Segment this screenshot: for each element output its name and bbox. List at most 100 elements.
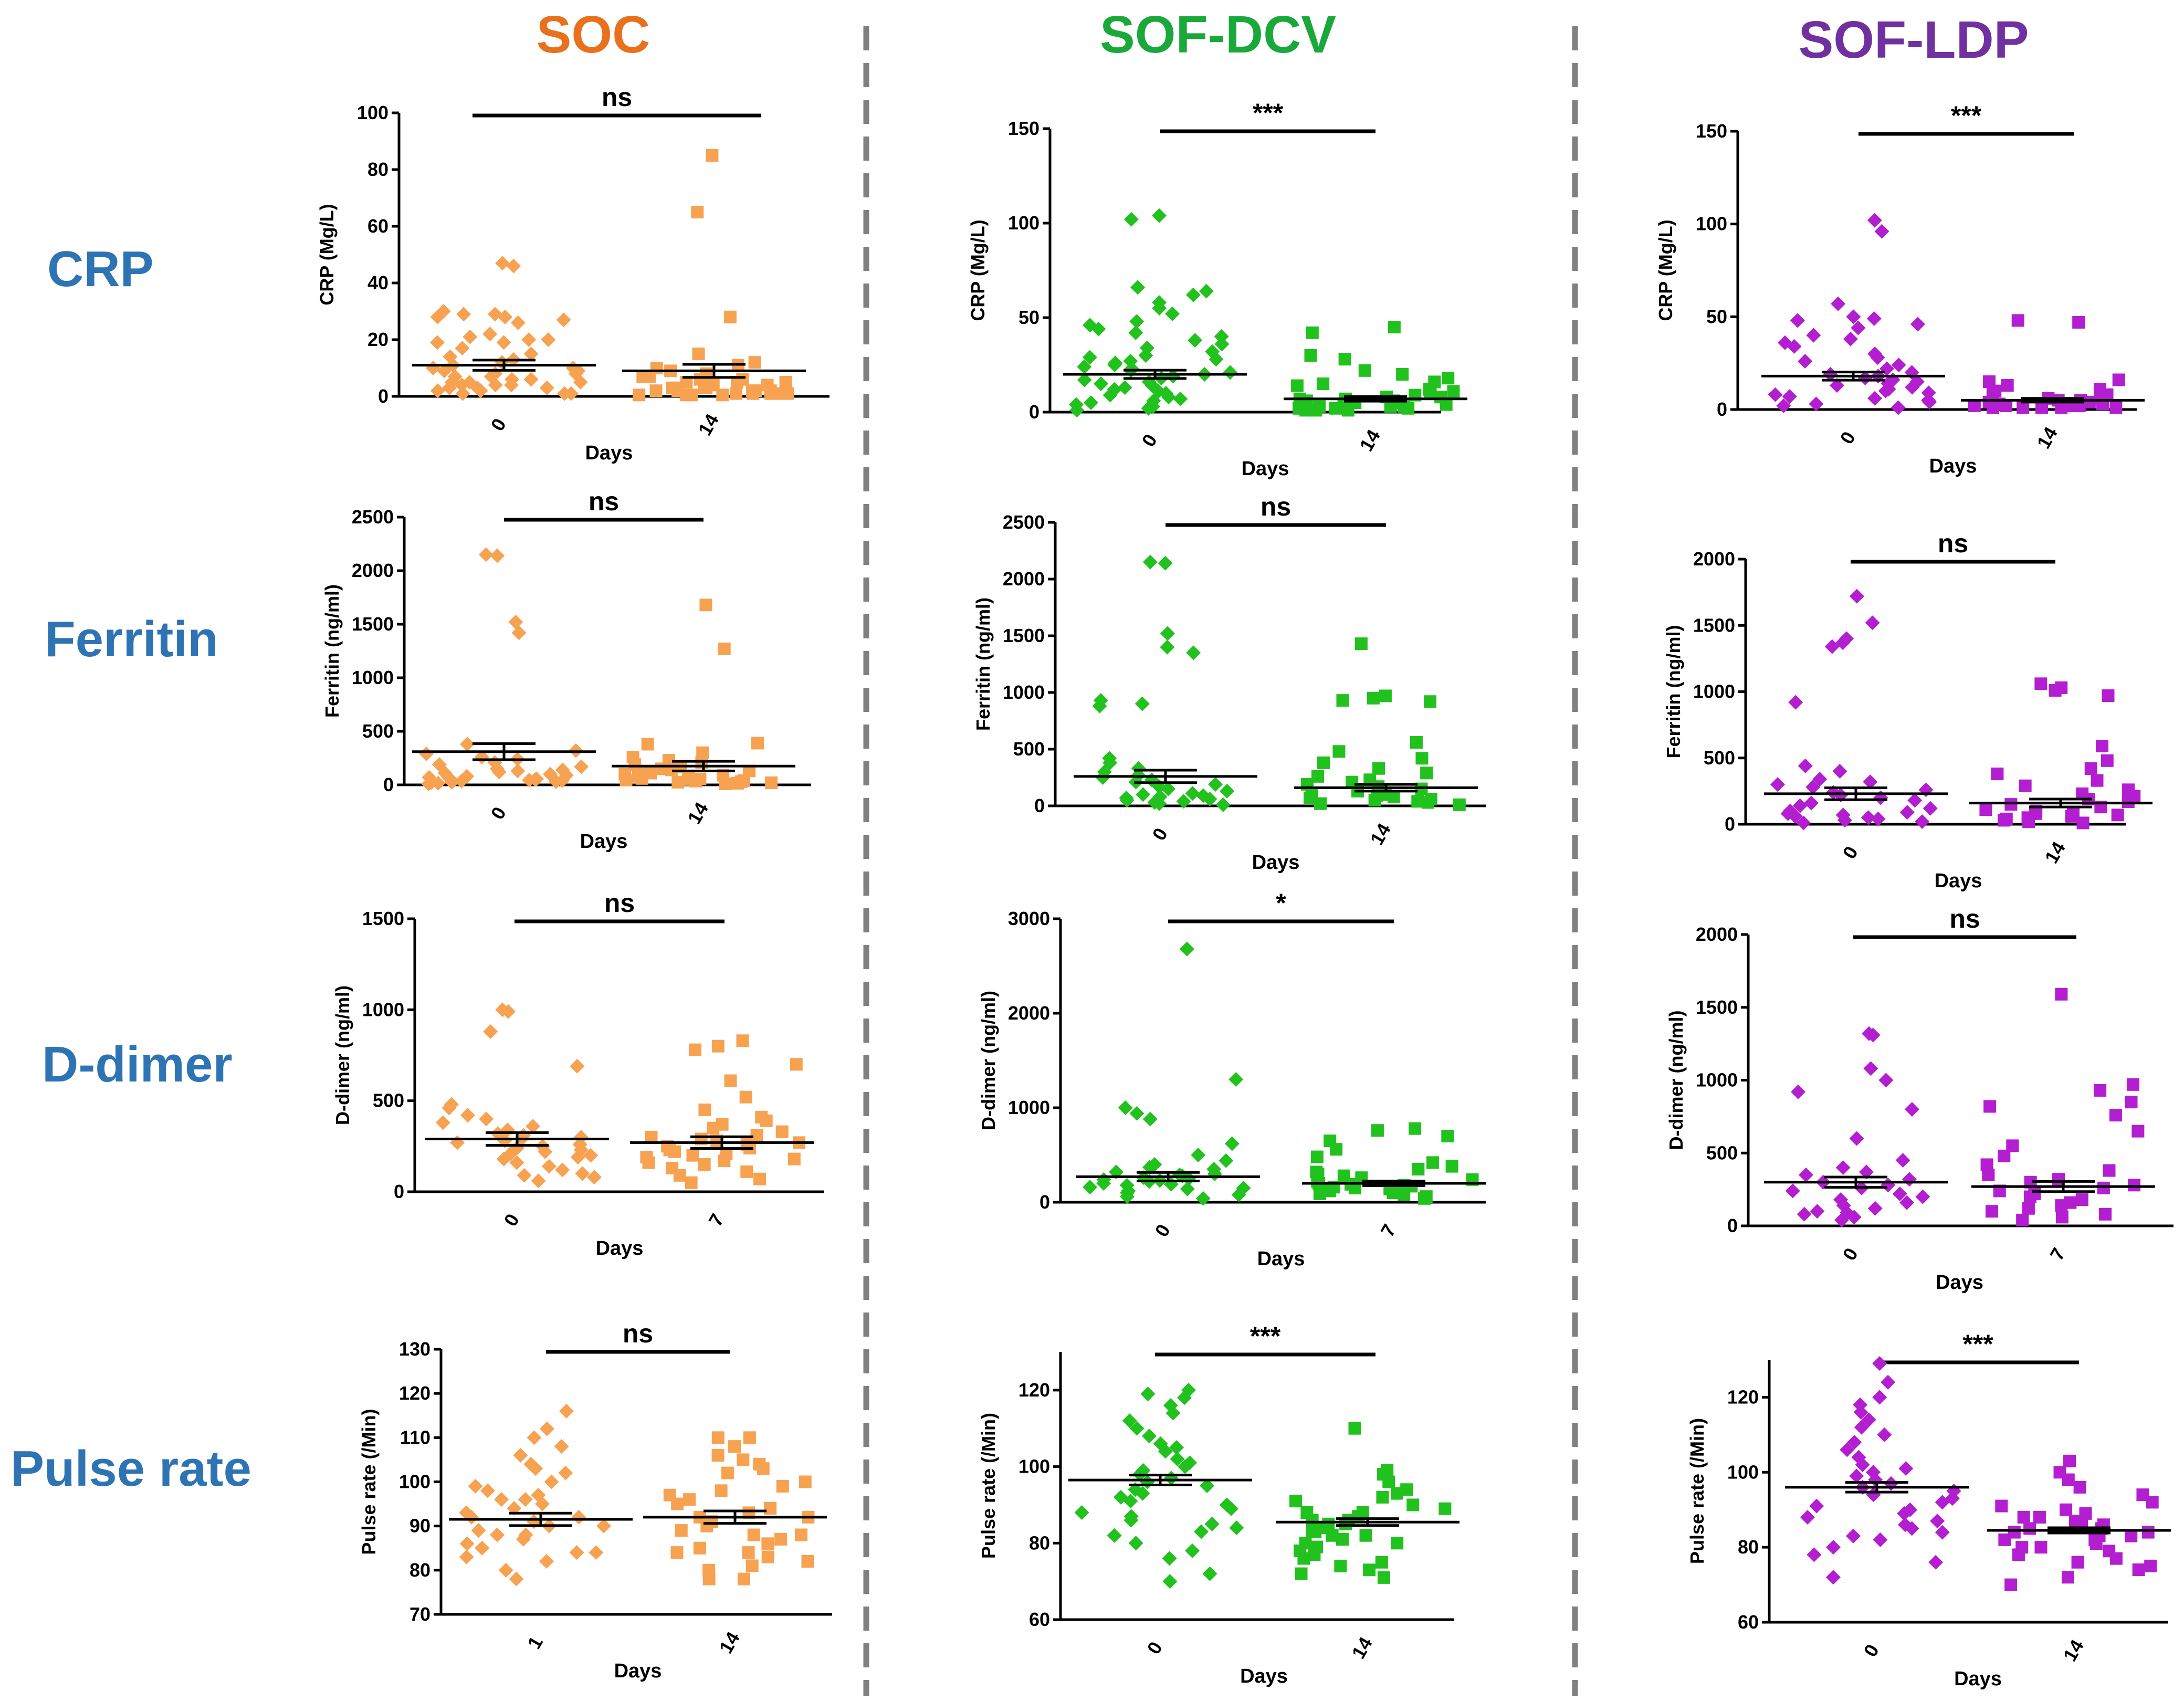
x-tick-label: 14 <box>2040 838 2070 867</box>
data-point <box>1418 1192 1431 1205</box>
data-point <box>1391 1537 1404 1550</box>
data-point <box>511 625 527 640</box>
y-tick-label: 2500 <box>1003 511 1045 533</box>
data-point <box>1863 1061 1878 1076</box>
data-point <box>1371 1124 1384 1137</box>
y-tick-label: 50 <box>1018 307 1040 328</box>
data-point <box>737 1572 750 1586</box>
x-axis-label: Days <box>1936 1272 1983 1294</box>
data-point <box>1136 787 1151 802</box>
panel-soc-ferritin: 0 500 1000 1500 2000 2500 Ferritin (ng/ml) 0 14 D… <box>321 487 811 853</box>
data-point <box>1853 1405 1868 1420</box>
x-tick-label: 0 <box>1142 1638 1167 1658</box>
y-tick-label: 100 <box>357 102 388 123</box>
data-point <box>586 1170 602 1185</box>
data-point <box>2103 1164 2116 1177</box>
data-point <box>517 1168 532 1183</box>
data-point <box>1069 403 1085 418</box>
y-tick-label: 100 <box>1727 1461 1759 1483</box>
data-point <box>558 1465 573 1480</box>
data-point <box>1982 1168 1995 1181</box>
data-point <box>1825 1570 1841 1585</box>
data-point <box>1871 811 1886 826</box>
data-point <box>2094 1084 2107 1097</box>
data-point <box>740 1165 753 1178</box>
y-axis-label: D-dimer (ng/ml) <box>1665 1011 1687 1150</box>
data-point <box>2065 810 2078 823</box>
data-point <box>556 312 571 328</box>
data-point <box>1441 1130 1454 1142</box>
panel-sof-dcv-pulse-rate: 60 80 100 120 Pulse rate (/Min) 0 14 Days *** <box>978 1321 1460 1687</box>
data-point <box>642 1156 655 1169</box>
data-point <box>1410 736 1423 749</box>
data-point <box>1140 1387 1156 1402</box>
data-point <box>1915 1189 1930 1204</box>
data-point <box>1096 1176 1111 1191</box>
data-point <box>504 377 519 393</box>
x-axis-label: Days <box>614 1660 662 1682</box>
panel-soc-pulse-rate: 70 80 90 100 110 120 130 Pulse rate (/Min) 1 14 Da… <box>358 1319 832 1682</box>
data-point <box>2109 1109 2122 1122</box>
data-point <box>2071 1556 2084 1569</box>
significance-label: ns <box>1938 529 1968 558</box>
y-tick-label: 150 <box>1696 120 1727 142</box>
data-point <box>1160 781 1175 796</box>
data-point <box>1905 380 1920 395</box>
data-point <box>693 1541 706 1555</box>
data-point <box>479 1111 494 1127</box>
data-point <box>1823 366 1838 382</box>
data-point <box>1209 352 1224 367</box>
data-point <box>1867 213 1882 228</box>
data-point <box>1129 1106 1144 1121</box>
data-point <box>1092 698 1107 713</box>
data-point <box>1332 745 1346 758</box>
data-point <box>475 1540 490 1556</box>
y-tick-label: 0 <box>1725 813 1735 835</box>
x-axis-label: Days <box>580 831 628 853</box>
x-tick-label: 7 <box>704 1210 728 1230</box>
data-point <box>570 1150 585 1165</box>
row-label-crp: CRP <box>47 241 154 297</box>
data-point <box>1160 626 1175 641</box>
data-point <box>742 1546 755 1559</box>
data-point <box>761 1550 774 1563</box>
data-point <box>1810 1204 1825 1219</box>
data-point <box>541 1159 556 1174</box>
data-point <box>1158 555 1173 571</box>
data-point <box>1382 1475 1395 1488</box>
data-point <box>711 1449 724 1462</box>
y-tick-label: 0 <box>1717 398 1727 420</box>
data-point <box>2102 689 2115 702</box>
y-tick-label: 70 <box>410 1603 430 1625</box>
data-point <box>2125 1096 2138 1109</box>
data-point <box>544 1474 559 1489</box>
data-point <box>1329 402 1342 415</box>
data-point <box>774 1532 788 1546</box>
data-point <box>746 1559 759 1572</box>
data-point <box>1390 1487 1403 1500</box>
data-point <box>1438 1502 1452 1515</box>
data-point <box>1297 1552 1310 1565</box>
data-point <box>1998 814 2011 827</box>
panel-sof-dcv-d-dimer: 0 1000 2000 3000 D-dimer (ng/ml) 0 7 Days * <box>978 888 1486 1270</box>
data-point <box>426 361 441 375</box>
data-point <box>480 1483 495 1498</box>
y-tick-label: 0 <box>1029 401 1040 423</box>
data-point <box>1129 1421 1144 1436</box>
x-tick-label: 0 <box>486 415 510 435</box>
data-point <box>1804 795 1819 811</box>
y-tick-label: 0 <box>383 774 394 795</box>
y-tick-label: 1000 <box>1008 1097 1050 1118</box>
data-point <box>421 776 436 791</box>
data-point <box>1158 1444 1173 1459</box>
data-point <box>2061 1571 2074 1584</box>
data-point <box>1074 1505 1089 1520</box>
x-tick-label: 14 <box>1366 820 1395 848</box>
data-point <box>689 1043 702 1056</box>
data-point <box>779 376 792 388</box>
y-tick-label: 0 <box>1034 795 1045 816</box>
data-point <box>1798 1167 1813 1182</box>
data-point <box>1107 358 1122 372</box>
data-point <box>464 1509 479 1525</box>
data-point <box>1904 1521 1919 1536</box>
